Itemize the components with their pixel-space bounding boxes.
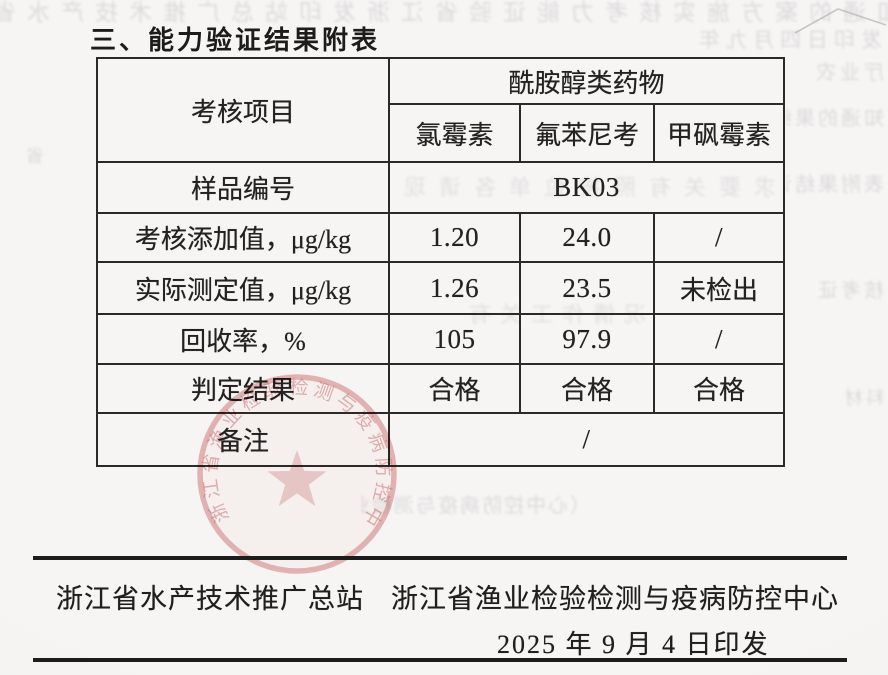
section-title: 三、能力验证结果附表: [90, 25, 381, 55]
table-corner-header: 考核项目: [96, 57, 390, 163]
bleedthrough-text: 知通的果结: [786, 108, 884, 130]
sample-id-value: BK03: [388, 161, 785, 214]
cell-value: 1.20: [388, 212, 521, 263]
bleedthrough-text: 料材: [842, 388, 884, 408]
results-table: 考核项目 酰胺醇类药物 氯霉素 氟苯尼考 甲砜霉素 样品编号 BK03 考核添加…: [96, 57, 785, 467]
row-label-judgement: 判定结果: [96, 363, 390, 414]
row-label-recovery-rate: 回收率，%: [96, 313, 390, 365]
bleedthrough-text: 表附果结证验: [786, 174, 884, 196]
footer-top-rule: [33, 556, 847, 560]
table-group-header: 酰胺醇类药物: [388, 57, 785, 105]
cell-value: 合格: [388, 363, 521, 414]
bleedthrough-text: 核考证: [815, 280, 884, 302]
issue-date: 2025 年 9 月 4 日印发: [497, 630, 770, 659]
cell-value: 未检出: [653, 261, 785, 315]
cell-value: 1.26: [388, 261, 521, 315]
cell-value: /: [653, 313, 785, 365]
row-label-sample-id: 样品编号: [96, 161, 390, 214]
cell-value: 97.9: [519, 313, 655, 365]
column-header-florfenicol: 氟苯尼考: [519, 103, 655, 163]
table-row: 实际测定值，μg/kg 1.26 23.5 未检出: [96, 261, 785, 315]
table-row: 样品编号 BK03: [96, 161, 785, 214]
cell-value: 合格: [519, 363, 655, 414]
cell-value: 105: [388, 313, 521, 365]
row-label-spiked-value: 考核添加值，μg/kg: [96, 212, 390, 263]
cell-value: /: [653, 212, 785, 263]
org-name-left: 浙江省水产技术推广总站: [56, 584, 364, 614]
cell-value: 23.5: [519, 261, 655, 315]
bleedthrough-text: 厅业农: [812, 62, 884, 84]
bleedthrough-text: 省: [26, 146, 44, 166]
bleedthrough-text: 发印日四月九年: [693, 28, 882, 52]
column-header-thiamphenicol: 甲砜霉素: [653, 103, 785, 163]
bleedthrough-text: （心中控防病疫与测检业渔）: [362, 495, 590, 517]
row-label-measured-value: 实际测定值，μg/kg: [96, 261, 390, 315]
column-header-chloramphenicol: 氯霉素: [388, 103, 521, 163]
cell-value: 合格: [653, 363, 785, 414]
table-row: 备注 /: [96, 412, 785, 467]
org-name-right: 浙江省渔业检验检测与疫病防控中心: [391, 584, 839, 614]
table-row: 判定结果 合格 合格 合格: [96, 363, 785, 414]
cell-value: 24.0: [519, 212, 655, 263]
issuing-organizations: 浙江省水产技术推广总站 浙江省渔业检验检测与疫病防控中心: [56, 577, 856, 616]
footer-bottom-rule: [33, 658, 847, 662]
table-row: 考核添加值，μg/kg 1.20 24.0 /: [96, 212, 785, 263]
row-label-remarks: 备注: [96, 412, 390, 467]
remarks-value: /: [388, 412, 785, 467]
table-row: 回收率，% 105 97.9 /: [96, 313, 785, 365]
